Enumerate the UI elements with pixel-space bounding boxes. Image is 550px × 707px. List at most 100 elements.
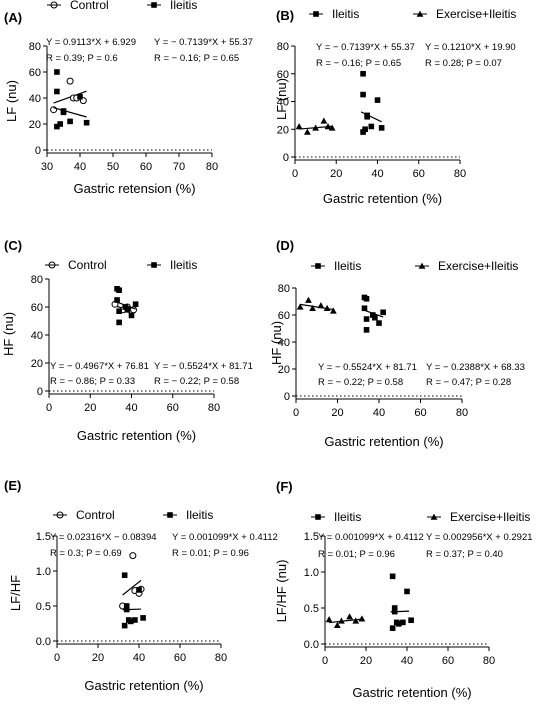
y-tick-label: 0 [284, 391, 290, 403]
panel-label: (E) [4, 478, 21, 493]
panel-label: (B) [276, 8, 294, 23]
data-point [374, 97, 381, 103]
x-axis-label: Gastric retention (%) [77, 428, 196, 443]
data-point [67, 118, 73, 125]
data-point [295, 123, 303, 130]
y-tick-label: 40 [31, 330, 43, 342]
x-tick-label: 40 [74, 161, 86, 173]
data-point [333, 621, 341, 628]
data-point [391, 608, 398, 615]
x-tick-label: 40 [401, 655, 413, 667]
panel-e: (E) 0 20 40 60 80 0.0 0.5 1.0 1.5 Gastric retentio… [4, 478, 278, 693]
x-tick-label: 60 [174, 652, 186, 664]
data-point [389, 625, 396, 631]
x-tick-label: 80 [206, 161, 218, 173]
data-point [363, 296, 370, 302]
data-point [50, 106, 58, 114]
x-tick-label: 40 [133, 652, 145, 664]
regression-stats: R = 0.28; P = 0.07 [425, 58, 502, 69]
data-point [128, 312, 135, 319]
data-point [77, 93, 83, 100]
legend-label: Ileitis [170, 0, 197, 12]
x-tick-label: 40 [371, 168, 383, 180]
data-point [60, 108, 67, 114]
y-tick-label: 0.5 [304, 603, 319, 615]
data-point [320, 117, 328, 124]
data-point [360, 70, 366, 77]
data-point [325, 616, 333, 623]
data-point [376, 320, 382, 326]
legend-label: Ileitis [332, 7, 359, 21]
x-axis-label: Gastric retension (%) [73, 181, 195, 196]
regression-equation: Y = 0.02316*X − 0.08394 [50, 532, 157, 543]
data-point [346, 613, 353, 620]
data-point [132, 617, 138, 623]
data-point [360, 91, 366, 98]
y-tick-label: 40 [29, 93, 41, 105]
y-axis-label: HF (nu) [1, 312, 16, 356]
data-point [132, 301, 139, 307]
y-tick-label: 0.5 [36, 601, 51, 613]
x-tick-label: 60 [413, 168, 425, 180]
data-point [338, 617, 345, 624]
data-point [329, 307, 337, 314]
x-axis-label: Gastric retention (%) [324, 434, 443, 449]
regression-line [122, 579, 142, 596]
x-tick-label: 40 [373, 407, 385, 419]
regression-stats: R = 0.37; P = 0.40 [426, 549, 503, 560]
data-point [358, 615, 366, 622]
y-tick-label: 0 [37, 386, 43, 398]
regression-stats: R = 0.39; P = 0.6 [46, 53, 118, 64]
data-point [312, 124, 320, 131]
legend-label: Control [70, 0, 109, 12]
x-tick-label: 80 [208, 402, 220, 414]
data-point [128, 618, 134, 625]
y-tick-label: 40 [278, 337, 290, 349]
regression-stats: R = − 0.16; P = 0.65 [316, 58, 401, 69]
data-point [123, 606, 130, 613]
x-tick-label: 0 [322, 655, 328, 667]
regression-stats: R = − 0.47; P = 0.28 [426, 377, 511, 388]
x-tick-label: 60 [140, 161, 152, 173]
y-axis-label: LF/HF (nu) [274, 560, 289, 623]
y-tick-label: 20 [278, 364, 290, 376]
y-axis-label: HF (nu) [269, 321, 284, 365]
x-tick-label: 30 [41, 161, 53, 173]
panel-label: (F) [276, 479, 293, 494]
x-tick-label: 80 [456, 407, 468, 419]
x-tick-label: 60 [442, 655, 454, 667]
y-tick-label: 80 [31, 274, 43, 286]
data-point [400, 619, 406, 626]
data-point [123, 603, 130, 609]
regression-equation: Y = 0.002956*X + 0.2921 [426, 532, 533, 543]
panel-label: (A) [4, 10, 22, 25]
y-tick-label: 60 [277, 69, 289, 81]
y-tick-label: 1.5 [36, 531, 51, 543]
x-tick-label: 0 [46, 402, 52, 414]
data-point [303, 128, 311, 135]
regression-equation: Y = − 0.4967*X + 76.81 [50, 361, 149, 372]
x-tick-label: 80 [215, 652, 227, 664]
x-tick-label: 0 [293, 407, 299, 419]
data-point [296, 303, 304, 310]
data-point [324, 123, 332, 130]
x-axis-label: Gastric retention (%) [352, 685, 471, 700]
regression-equation: Y = − 0.7139*X + 55.37 [154, 37, 253, 48]
x-tick-label: 50 [107, 161, 119, 173]
legend-label: Ileitis [186, 508, 213, 522]
x-tick-label: 80 [454, 168, 466, 180]
x-tick-label: 80 [483, 655, 495, 667]
y-axis-label: LF (nu) [4, 80, 19, 122]
y-tick-label: 60 [29, 67, 41, 79]
data-point [378, 125, 385, 131]
data-point [408, 617, 414, 624]
panel-f: (F) 0 20 40 60 80 0.0 0.5 1.0 1.5 Gastric retentio… [274, 479, 533, 700]
panel-a: (A) 30 40 50 60 70 80 0 20 40 60 80 Gastric retensio… [4, 0, 253, 196]
data-point [136, 587, 142, 593]
y-tick-label: 60 [278, 310, 290, 322]
y-tick-label: 1.0 [36, 566, 51, 578]
data-point [121, 622, 128, 629]
panel-c: (C) 0 20 40 60 80 0 20 40 60 80 Gastric retention (… [1, 238, 253, 443]
regression-equation: Y = − 0.7139*X + 55.37 [316, 42, 415, 53]
x-tick-label: 20 [330, 168, 342, 180]
